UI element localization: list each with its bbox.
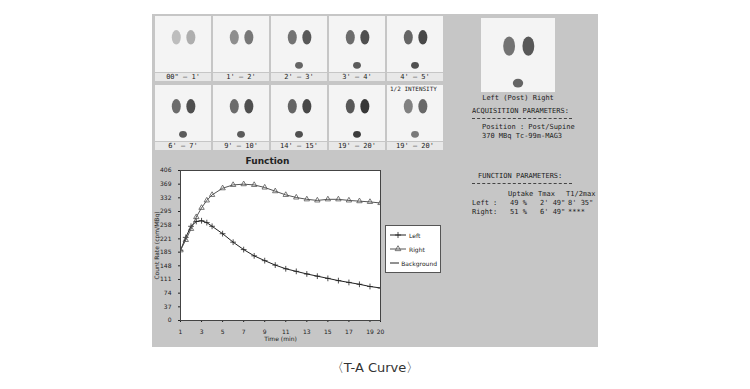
html-text:ACQUISITION PARAMETERS:: ACQUISITION PARAMETERS: (472, 107, 569, 115)
svg-text:332: 332 (160, 194, 172, 201)
html-text:FUNCTION PARAMETERS:: FUNCTION PARAMETERS: (478, 172, 563, 180)
html-text:6' 49" ****: 6' 49" **** (540, 208, 585, 216)
svg-text:17: 17 (345, 328, 353, 335)
svg-text:406: 406 (160, 166, 172, 173)
html-text:1' – 2': 1' – 2' (226, 73, 256, 81)
svg-text:11: 11 (281, 327, 290, 335)
svg-text:369: 369 (160, 180, 172, 187)
svg-text:Count Rate (cpm/MBq): Count Rate (cpm/MBq) (153, 211, 161, 279)
svg-text:0: 0 (168, 316, 172, 323)
svg-text:9: 9 (262, 327, 267, 335)
svg-text:185: 185 (160, 248, 172, 255)
html-text:51 %: 51 % (510, 208, 527, 216)
html-text:Left: Left (409, 231, 421, 239)
html-text:19' – 20': 19' – 20' (338, 142, 376, 150)
html-text:00" – 1': 00" – 1' (166, 73, 200, 81)
svg-text:3: 3 (200, 328, 204, 335)
html-text:3' – 4': 3' – 4' (342, 73, 372, 81)
html-text:Function: Function (245, 156, 290, 166)
html-text:6' – 7': 6' – 7' (168, 142, 198, 150)
svg-text:148: 148 (160, 262, 172, 269)
svg-text:13: 13 (303, 328, 311, 335)
svg-text:15: 15 (324, 328, 332, 335)
svg-text:74: 74 (164, 289, 172, 296)
svg-text:295: 295 (160, 207, 172, 214)
html-text:Left (Post) Right: Left (Post) Right (482, 94, 554, 102)
html-text:14' – 15': 14' – 15' (280, 142, 318, 150)
svg-text:37: 37 (164, 303, 172, 310)
svg-text:221: 221 (160, 235, 172, 242)
svg-text:7: 7 (242, 328, 246, 335)
html-text:4' – 5': 4' – 5' (400, 73, 430, 81)
html-text:1/2 INTENSITY: 1/2 INTENSITY (390, 85, 437, 92)
svg-text:258: 258 (160, 221, 172, 228)
html-text:T1/2max: T1/2max (566, 190, 596, 198)
html-text:Uptake: Uptake (508, 190, 534, 198)
svg-text:5: 5 (221, 328, 225, 335)
html-text:Tmax: Tmax (538, 190, 555, 198)
svg-text:19: 19 (366, 328, 374, 335)
svg-text:111: 111 (160, 275, 172, 282)
html-text:Right: Right (409, 245, 425, 253)
html-text:2' 49" 8' 35": 2' 49" 8' 35" (540, 199, 594, 207)
svg-text:20: 20 (377, 328, 385, 335)
svg-text:Time (min): Time (min) (263, 335, 297, 342)
html-text:〈T-A Curve〉: 〈T-A Curve〉 (330, 360, 420, 375)
html-text:Position : Post/Supine: Position : Post/Supine (482, 123, 575, 131)
html-text:Right:: Right: (472, 208, 498, 216)
html-text:370 MBq Tc-99m-MAG3: 370 MBq Tc-99m-MAG3 (482, 132, 563, 140)
html-text:9' – 10': 9' – 10' (224, 142, 258, 150)
html-text:2' – 3': 2' – 3' (284, 73, 314, 81)
svg-text:1: 1 (179, 328, 183, 335)
html-text:Background: Background (401, 259, 437, 267)
html-text:19' – 20': 19' – 20' (396, 142, 434, 150)
html-text:Left :: Left : (472, 199, 498, 207)
html-text:49 %: 49 % (510, 199, 527, 207)
